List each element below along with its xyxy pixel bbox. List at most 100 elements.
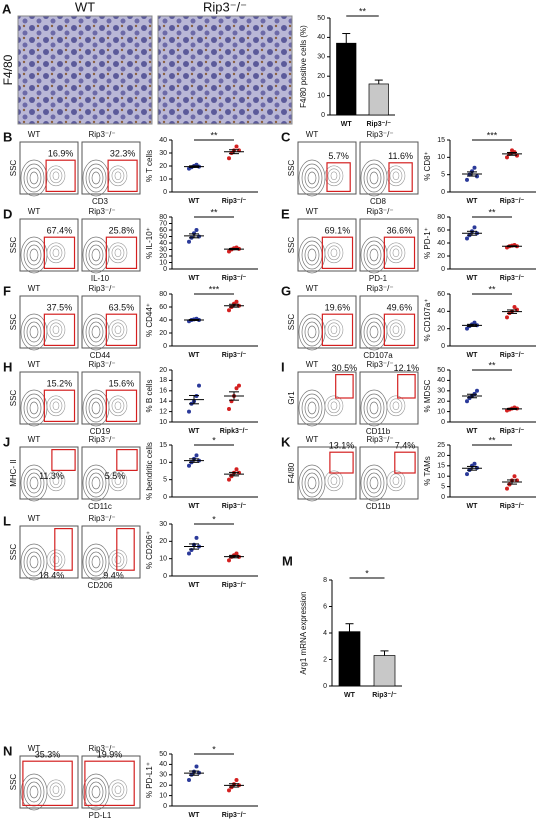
y-tick-label: 40 xyxy=(437,377,445,384)
contour xyxy=(114,785,122,795)
x-tick-label: Rip3⁻/⁻ xyxy=(222,503,247,510)
panel-letter: L xyxy=(3,513,11,528)
contour xyxy=(85,547,107,577)
contour xyxy=(88,321,104,343)
flow-group-label: WT xyxy=(28,284,41,293)
flow-x-label: PD-1 xyxy=(369,274,388,283)
data-point xyxy=(234,386,239,391)
data-point xyxy=(465,177,469,182)
y-axis-label: % CD8⁺ xyxy=(423,151,432,181)
contour xyxy=(392,171,400,181)
x-tick-label: WT xyxy=(467,352,479,359)
contour xyxy=(366,167,382,189)
flow-x-label: CD11c xyxy=(88,502,112,511)
contour xyxy=(26,472,42,494)
contour xyxy=(85,777,107,807)
contour xyxy=(88,397,104,419)
y-tick-label: 80 xyxy=(437,214,445,221)
histology-image xyxy=(157,15,293,125)
contour xyxy=(91,555,101,569)
flow-group-label: Rip3⁻/⁻ xyxy=(88,435,115,444)
contour xyxy=(29,248,39,262)
y-tick-label: 0 xyxy=(441,266,445,273)
y-axis-label: % IL-10⁺ xyxy=(145,227,154,259)
contour xyxy=(91,476,101,490)
gate xyxy=(383,313,416,347)
flow-y-label: MHC- II xyxy=(9,459,18,487)
contour xyxy=(330,476,338,486)
data-point xyxy=(197,383,201,388)
y-axis-label: % PD-1⁺ xyxy=(423,227,432,259)
contour xyxy=(386,395,406,417)
panel-letter: N xyxy=(3,743,12,758)
data-point xyxy=(187,778,191,782)
y-tick-label: 0 xyxy=(441,343,445,350)
x-tick-label: WT xyxy=(189,275,201,282)
data-point xyxy=(227,788,231,793)
contour xyxy=(49,168,63,184)
y-axis-label: % T cells xyxy=(145,150,154,182)
y-tick-label: 80 xyxy=(159,214,167,221)
gate xyxy=(383,236,416,269)
flow-group-label: WT xyxy=(28,435,41,444)
data-point xyxy=(194,453,199,458)
x-tick-label: Rip3⁻/⁻ xyxy=(222,198,247,205)
panel-letter: B xyxy=(3,129,12,144)
data-point xyxy=(237,383,241,388)
y-tick-label: 20 xyxy=(159,253,167,260)
significance: *** xyxy=(487,130,498,140)
contour xyxy=(369,401,379,415)
gate xyxy=(335,374,354,399)
contour xyxy=(52,171,60,181)
gate-percent: 16.9% xyxy=(48,149,74,159)
y-tick-label: 15 xyxy=(437,463,445,470)
contour xyxy=(26,321,42,343)
flow-x-label: IL-10 xyxy=(91,274,110,283)
gate-percent: 63.5% xyxy=(109,303,135,313)
contour xyxy=(111,398,125,414)
data-point xyxy=(465,399,469,404)
contour xyxy=(88,472,104,494)
y-tick-label: 20 xyxy=(159,163,167,170)
contour xyxy=(330,325,338,335)
y-tick-label: 0 xyxy=(441,419,445,426)
x-tick-label: Rip3⁻/⁻ xyxy=(500,503,525,510)
x-tick-label: WT xyxy=(189,428,201,435)
y-axis-label: Arg1 mRNA expression xyxy=(299,591,308,674)
data-point xyxy=(234,467,239,472)
contour xyxy=(91,325,101,339)
significance: ** xyxy=(488,284,496,294)
contour xyxy=(108,319,128,341)
data-point xyxy=(465,472,469,477)
y-tick-label: 20 xyxy=(159,330,167,337)
contour xyxy=(392,325,400,335)
gate xyxy=(84,760,135,807)
gate xyxy=(45,159,76,192)
contour xyxy=(307,171,317,185)
flow-x-label: CD206 xyxy=(88,581,113,590)
gate-percent: 37.5% xyxy=(47,303,73,313)
y-tick-label: 14 xyxy=(159,398,167,405)
y-tick-label: 50 xyxy=(159,233,167,240)
y-tick-label: 10 xyxy=(317,92,325,99)
gate xyxy=(54,527,73,571)
gate xyxy=(43,313,76,347)
flow-group-label: WT xyxy=(28,207,41,216)
gate xyxy=(116,449,138,472)
gate-percent: 11.6% xyxy=(388,151,413,161)
contour xyxy=(369,248,379,262)
y-tick-label: 40 xyxy=(159,240,167,247)
gate-percent: 11.3% xyxy=(39,471,64,481)
contour xyxy=(307,476,317,490)
y-tick-label: 20 xyxy=(437,398,445,405)
gate xyxy=(105,313,138,347)
contour xyxy=(327,245,341,261)
contour xyxy=(111,245,125,261)
bar xyxy=(338,631,361,687)
data-point xyxy=(234,144,239,149)
y-tick-label: 30 xyxy=(159,521,167,528)
contour xyxy=(29,555,39,569)
data-point xyxy=(194,764,199,769)
y-tick-label: 20 xyxy=(159,782,167,789)
flow-y-label: SSC xyxy=(9,314,18,331)
